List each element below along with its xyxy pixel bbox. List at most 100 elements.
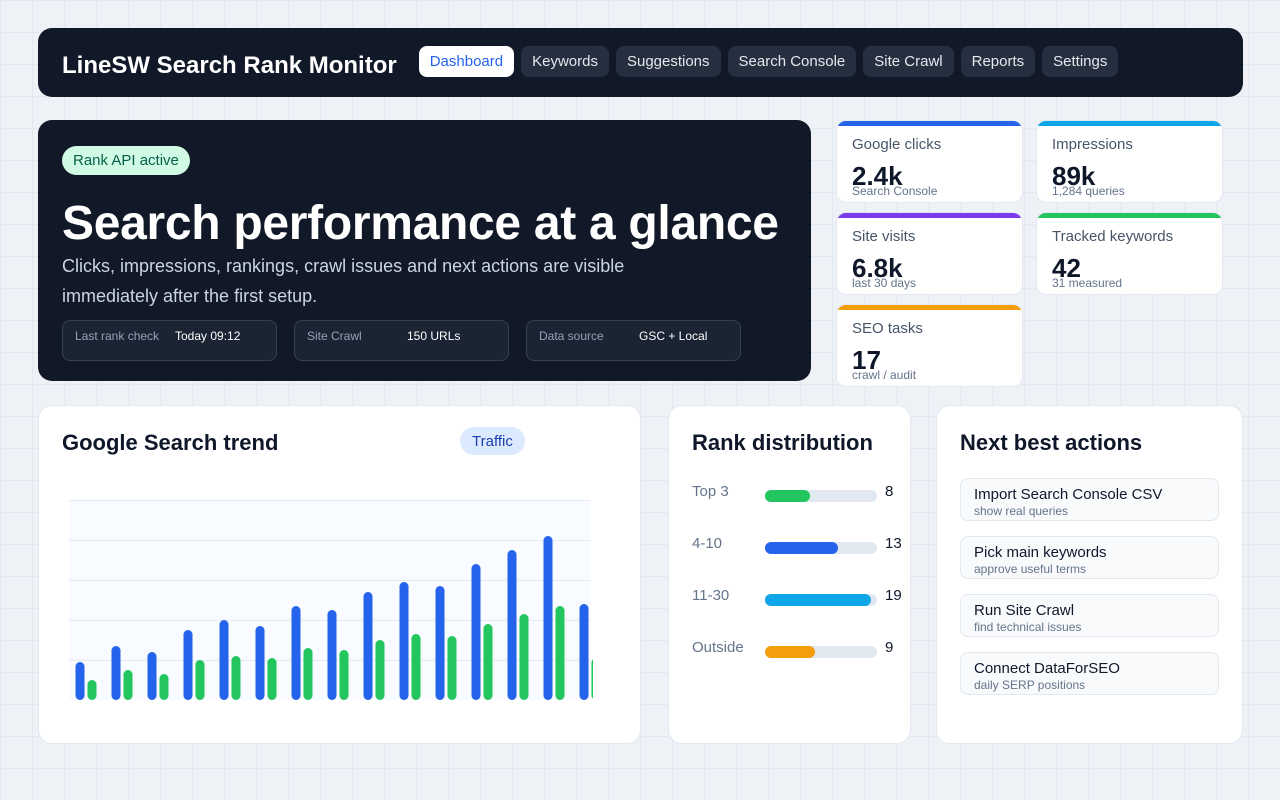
kpi-sub: last 30 days [852,276,917,290]
chart-bar-series-2[interactable] [483,624,493,700]
chart-bar-series-2[interactable] [555,606,565,700]
kpi-accent-bar [1037,121,1222,126]
chart-bar-series-1[interactable] [255,626,265,700]
tab-site-crawl[interactable]: Site Crawl [863,46,954,77]
chip-value: 150 URLs [407,329,461,343]
tab-dashboard[interactable]: Dashboard [418,46,515,77]
action-title: Import Search Console CSV [974,486,1163,503]
kpi-accent-bar [1037,213,1222,218]
kpi-label: Impressions [1052,136,1133,153]
tab-suggestions[interactable]: Suggestions [615,46,721,77]
chart-bar-series-1[interactable] [111,646,121,700]
action-title: Connect DataForSEO [974,660,1120,677]
rank-track [765,646,877,658]
rank-track [765,542,877,554]
rank-row-outside: Outside 9 [692,639,912,659]
trend-title: Google Search trend [62,430,279,455]
chart-bar-series-1[interactable] [507,550,517,700]
action-subtitle: find technical issues [974,620,1082,634]
chart-bar-series-1[interactable] [543,536,553,700]
chart-bar-series-1[interactable] [363,592,373,700]
info-chip-site-crawl: Site Crawl 150 URLs [294,320,509,361]
chart-bar-series-2[interactable] [303,648,313,700]
rank-row-4-10: 4-10 13 [692,535,912,555]
chart-bar-series-2[interactable] [87,680,97,700]
info-chip-data-source: Data source GSC + Local [526,320,741,361]
main-nav: Dashboard Keywords Suggestions Search Co… [418,46,1119,77]
chart-bar-series-2[interactable] [123,670,133,700]
chart-bar-series-1[interactable] [75,662,85,700]
action-title: Run Site Crawl [974,602,1075,619]
chip-label: Site Crawl [307,329,362,343]
chip-label: Data source [539,329,604,343]
chart-bar-series-2[interactable] [195,660,205,700]
kpi-value: 2.4k [852,161,903,191]
kpi-tracked-keywords[interactable]: Tracked keywords 42 31 measured [1036,212,1223,295]
kpi-site-visits[interactable]: Site visits 6.8k last 30 days [836,212,1023,295]
rank-fill [765,490,810,502]
kpi-label: SEO tasks [852,320,923,337]
rank-value: 8 [885,483,894,500]
action-run-site-crawl[interactable]: Run Site Crawl find technical issues [960,594,1219,637]
chart-bar-series-1[interactable] [183,630,193,700]
kpi-value: 6.8k [852,253,903,283]
chart-bar-series-1[interactable] [147,652,157,700]
rank-row-top-3: Top 3 8 [692,483,912,503]
chart-bar-series-2[interactable] [159,674,169,700]
trend-panel: Google Search trend Traffic [38,405,641,744]
api-status-badge: Rank API active [62,146,190,175]
chart-bar-series-2[interactable] [375,640,385,700]
chart-bar-series-2[interactable] [591,658,594,700]
action-subtitle: show real queries [974,504,1069,518]
rank-distribution-panel: Rank distribution Top 3 8 4-10 13 11-30 … [668,405,911,744]
kpi-sub: crawl / audit [852,368,917,382]
chart-bar-series-2[interactable] [339,650,349,700]
kpi-sub: Search Console [852,184,938,198]
chart-bar-series-1[interactable] [399,582,409,700]
kpi-accent-bar [837,305,1022,310]
chart-bar-series-2[interactable] [447,636,457,700]
chart-bar-series-1[interactable] [471,564,481,700]
kpi-sub: 1,284 queries [1052,184,1125,198]
info-chip-last-rank-check: Last rank check Today 09:12 [62,320,277,361]
hero-description: Clicks, impressions, rankings, crawl iss… [62,256,625,306]
action-title: Pick main keywords [974,544,1107,561]
chart-bar-series-2[interactable] [519,614,529,700]
rank-fill [765,594,872,606]
kpi-label: Tracked keywords [1052,228,1174,245]
chart-bar-series-1[interactable] [435,586,445,700]
kpi-value: 42 [1052,253,1081,283]
kpi-seo-tasks[interactable]: SEO tasks 17 crawl / audit [836,304,1023,387]
hero-panel: Rank API active Search performance at a … [38,120,811,381]
action-connect-dataforseo[interactable]: Connect DataForSEO daily SERP positions [960,652,1219,695]
rank-fill [765,542,838,554]
rank-row-11-30: 11-30 19 [692,587,912,607]
rank-value: 9 [885,639,894,656]
tab-keywords[interactable]: Keywords [521,46,609,77]
kpi-accent-bar [837,121,1022,126]
chart-bar-series-2[interactable] [411,634,421,700]
rank-label: 4-10 [692,535,723,552]
kpi-google-clicks[interactable]: Google clicks 2.4k Search Console [836,120,1023,203]
chart-bar-series-1[interactable] [219,620,229,700]
next-actions-title: Next best actions [960,430,1143,455]
kpi-label: Site visits [852,228,916,245]
chip-value: GSC + Local [639,329,708,343]
action-import-gsc-csv[interactable]: Import Search Console CSV show real quer… [960,478,1219,521]
traffic-tag[interactable]: Traffic [460,427,525,455]
action-pick-main-keywords[interactable]: Pick main keywords approve useful terms [960,536,1219,579]
chart-bar-series-1[interactable] [579,604,589,700]
kpi-accent-bar [837,213,1022,218]
chart-bar-series-1[interactable] [291,606,301,700]
kpi-impressions[interactable]: Impressions 89k 1,284 queries [1036,120,1223,203]
tab-search-console[interactable]: Search Console [727,46,857,77]
chart-bar-series-2[interactable] [231,656,241,700]
tab-settings[interactable]: Settings [1042,46,1119,77]
tab-reports[interactable]: Reports [960,46,1036,77]
rank-label: Outside [692,639,744,656]
rank-value: 19 [885,587,902,604]
next-actions-panel: Next best actions Import Search Console … [936,405,1243,744]
chart-bar-series-1[interactable] [327,610,337,700]
chart-bar-series-2[interactable] [267,658,277,700]
kpi-value: 17 [852,345,881,375]
